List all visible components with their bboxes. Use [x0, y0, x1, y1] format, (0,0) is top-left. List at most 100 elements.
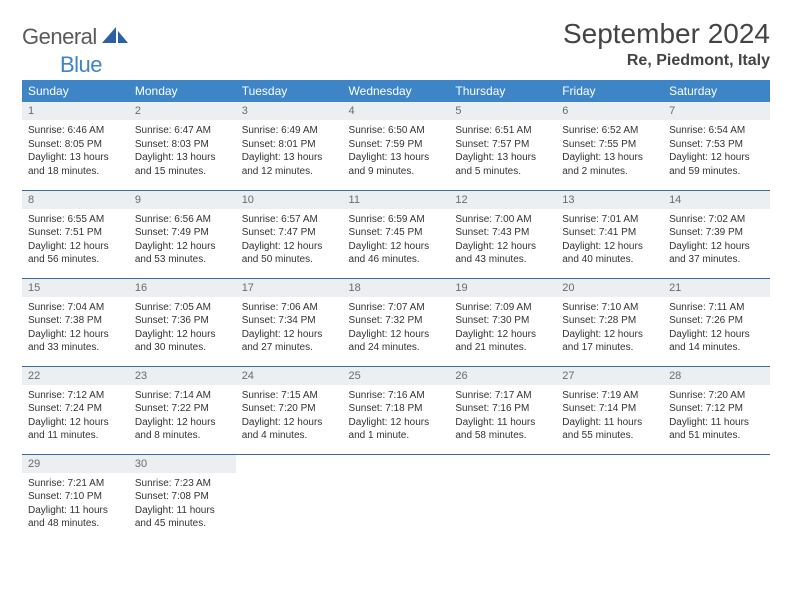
calendar-cell: 27Sunrise: 7:19 AMSunset: 7:14 PMDayligh…: [556, 366, 663, 454]
day-body: Sunrise: 7:01 AMSunset: 7:41 PMDaylight:…: [556, 209, 663, 273]
calendar-table: Sunday Monday Tuesday Wednesday Thursday…: [22, 80, 770, 542]
sunset-line: Sunset: 8:01 PM: [242, 138, 337, 152]
day-number: 12: [449, 191, 556, 209]
weekday-header: Monday: [129, 80, 236, 102]
day-body: Sunrise: 7:04 AMSunset: 7:38 PMDaylight:…: [22, 297, 129, 361]
calendar-cell: 26Sunrise: 7:17 AMSunset: 7:16 PMDayligh…: [449, 366, 556, 454]
calendar-row: 8Sunrise: 6:55 AMSunset: 7:51 PMDaylight…: [22, 190, 770, 278]
weekday-header: Thursday: [449, 80, 556, 102]
day-body: Sunrise: 6:57 AMSunset: 7:47 PMDaylight:…: [236, 209, 343, 273]
daylight-line: Daylight: 12 hours and 43 minutes.: [455, 240, 550, 267]
day-body: Sunrise: 7:20 AMSunset: 7:12 PMDaylight:…: [663, 385, 770, 449]
sunset-line: Sunset: 7:18 PM: [349, 402, 444, 416]
sunset-line: Sunset: 7:32 PM: [349, 314, 444, 328]
calendar-cell: 5Sunrise: 6:51 AMSunset: 7:57 PMDaylight…: [449, 102, 556, 190]
daylight-line: Daylight: 11 hours and 45 minutes.: [135, 504, 230, 531]
day-body: Sunrise: 6:50 AMSunset: 7:59 PMDaylight:…: [343, 120, 450, 184]
weekday-header: Saturday: [663, 80, 770, 102]
sunrise-line: Sunrise: 6:56 AM: [135, 213, 230, 227]
daylight-line: Daylight: 13 hours and 12 minutes.: [242, 151, 337, 178]
sunset-line: Sunset: 7:47 PM: [242, 226, 337, 240]
daylight-line: Daylight: 12 hours and 50 minutes.: [242, 240, 337, 267]
calendar-cell: 25Sunrise: 7:16 AMSunset: 7:18 PMDayligh…: [343, 366, 450, 454]
sunset-line: Sunset: 7:41 PM: [562, 226, 657, 240]
sunset-line: Sunset: 7:43 PM: [455, 226, 550, 240]
day-number: 10: [236, 191, 343, 209]
day-number: 29: [22, 455, 129, 473]
calendar-cell: 24Sunrise: 7:15 AMSunset: 7:20 PMDayligh…: [236, 366, 343, 454]
day-number: 4: [343, 102, 450, 120]
sunrise-line: Sunrise: 6:46 AM: [28, 124, 123, 138]
day-number: 22: [22, 367, 129, 385]
calendar-cell: 18Sunrise: 7:07 AMSunset: 7:32 PMDayligh…: [343, 278, 450, 366]
sunrise-line: Sunrise: 7:21 AM: [28, 477, 123, 491]
weekday-header: Friday: [556, 80, 663, 102]
daylight-line: Daylight: 13 hours and 15 minutes.: [135, 151, 230, 178]
calendar-cell: 11Sunrise: 6:59 AMSunset: 7:45 PMDayligh…: [343, 190, 450, 278]
sunset-line: Sunset: 7:24 PM: [28, 402, 123, 416]
calendar-cell: 22Sunrise: 7:12 AMSunset: 7:24 PMDayligh…: [22, 366, 129, 454]
sunrise-line: Sunrise: 7:06 AM: [242, 301, 337, 315]
daylight-line: Daylight: 12 hours and 53 minutes.: [135, 240, 230, 267]
weekday-header: Tuesday: [236, 80, 343, 102]
sunrise-line: Sunrise: 6:49 AM: [242, 124, 337, 138]
sunrise-line: Sunrise: 7:10 AM: [562, 301, 657, 315]
sunset-line: Sunset: 8:03 PM: [135, 138, 230, 152]
day-number: 8: [22, 191, 129, 209]
day-body: Sunrise: 7:09 AMSunset: 7:30 PMDaylight:…: [449, 297, 556, 361]
day-body: Sunrise: 6:55 AMSunset: 7:51 PMDaylight:…: [22, 209, 129, 273]
daylight-line: Daylight: 12 hours and 56 minutes.: [28, 240, 123, 267]
sunrise-line: Sunrise: 7:14 AM: [135, 389, 230, 403]
sunrise-line: Sunrise: 6:57 AM: [242, 213, 337, 227]
daylight-line: Daylight: 12 hours and 24 minutes.: [349, 328, 444, 355]
sunset-line: Sunset: 7:26 PM: [669, 314, 764, 328]
sunrise-line: Sunrise: 7:17 AM: [455, 389, 550, 403]
calendar-cell: ..: [556, 454, 663, 542]
daylight-line: Daylight: 12 hours and 21 minutes.: [455, 328, 550, 355]
day-number: 27: [556, 367, 663, 385]
daylight-line: Daylight: 12 hours and 17 minutes.: [562, 328, 657, 355]
calendar-row: 22Sunrise: 7:12 AMSunset: 7:24 PMDayligh…: [22, 366, 770, 454]
daylight-line: Daylight: 12 hours and 11 minutes.: [28, 416, 123, 443]
sunset-line: Sunset: 7:28 PM: [562, 314, 657, 328]
sunrise-line: Sunrise: 7:09 AM: [455, 301, 550, 315]
sunset-line: Sunset: 7:36 PM: [135, 314, 230, 328]
sunrise-line: Sunrise: 6:50 AM: [349, 124, 444, 138]
daylight-line: Daylight: 12 hours and 4 minutes.: [242, 416, 337, 443]
day-number: 13: [556, 191, 663, 209]
daylight-line: Daylight: 12 hours and 40 minutes.: [562, 240, 657, 267]
sunset-line: Sunset: 7:49 PM: [135, 226, 230, 240]
day-number: 6: [556, 102, 663, 120]
sunrise-line: Sunrise: 7:04 AM: [28, 301, 123, 315]
sunrise-line: Sunrise: 6:54 AM: [669, 124, 764, 138]
day-body: Sunrise: 7:10 AMSunset: 7:28 PMDaylight:…: [556, 297, 663, 361]
day-number: 7: [663, 102, 770, 120]
daylight-line: Daylight: 11 hours and 51 minutes.: [669, 416, 764, 443]
daylight-line: Daylight: 13 hours and 9 minutes.: [349, 151, 444, 178]
day-body: Sunrise: 7:15 AMSunset: 7:20 PMDaylight:…: [236, 385, 343, 449]
weekday-header-row: Sunday Monday Tuesday Wednesday Thursday…: [22, 80, 770, 102]
day-body: Sunrise: 6:47 AMSunset: 8:03 PMDaylight:…: [129, 120, 236, 184]
calendar-cell: 20Sunrise: 7:10 AMSunset: 7:28 PMDayligh…: [556, 278, 663, 366]
day-body: Sunrise: 7:23 AMSunset: 7:08 PMDaylight:…: [129, 473, 236, 537]
title-block: September 2024 Re, Piedmont, Italy: [563, 18, 770, 70]
day-body: Sunrise: 7:05 AMSunset: 7:36 PMDaylight:…: [129, 297, 236, 361]
sunset-line: Sunset: 7:38 PM: [28, 314, 123, 328]
calendar-cell: ..: [236, 454, 343, 542]
calendar-cell: 29Sunrise: 7:21 AMSunset: 7:10 PMDayligh…: [22, 454, 129, 542]
sunset-line: Sunset: 7:16 PM: [455, 402, 550, 416]
sunrise-line: Sunrise: 7:15 AM: [242, 389, 337, 403]
day-number: 5: [449, 102, 556, 120]
sunrise-line: Sunrise: 7:20 AM: [669, 389, 764, 403]
sunset-line: Sunset: 7:59 PM: [349, 138, 444, 152]
calendar-cell: 15Sunrise: 7:04 AMSunset: 7:38 PMDayligh…: [22, 278, 129, 366]
daylight-line: Daylight: 11 hours and 58 minutes.: [455, 416, 550, 443]
calendar-cell: ..: [663, 454, 770, 542]
daylight-line: Daylight: 12 hours and 37 minutes.: [669, 240, 764, 267]
day-body: Sunrise: 6:54 AMSunset: 7:53 PMDaylight:…: [663, 120, 770, 184]
sunset-line: Sunset: 7:22 PM: [135, 402, 230, 416]
calendar-row: 15Sunrise: 7:04 AMSunset: 7:38 PMDayligh…: [22, 278, 770, 366]
calendar-cell: 7Sunrise: 6:54 AMSunset: 7:53 PMDaylight…: [663, 102, 770, 190]
location: Re, Piedmont, Italy: [563, 52, 770, 70]
daylight-line: Daylight: 12 hours and 1 minute.: [349, 416, 444, 443]
